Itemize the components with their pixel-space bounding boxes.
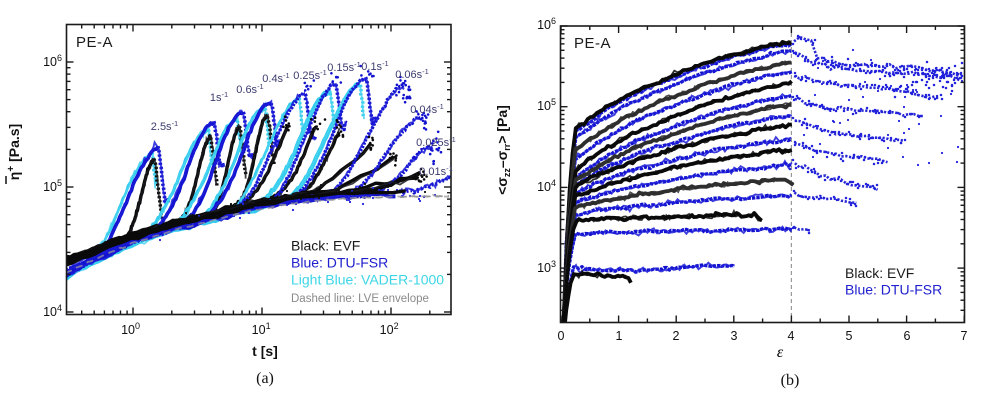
svg-text:0: 0 xyxy=(558,329,565,343)
svg-text:0.25s-1: 0.25s-1 xyxy=(293,68,327,82)
svg-text:0.025s-1: 0.025s-1 xyxy=(416,135,456,149)
svg-text:ε: ε xyxy=(777,344,784,361)
svg-text:0.6s-1: 0.6s-1 xyxy=(236,82,263,96)
svg-text:PE-A: PE-A xyxy=(574,35,611,52)
svg-text:0.01s-1: 0.01s-1 xyxy=(419,164,453,178)
svg-text:Dashed line: LVE envelope: Dashed line: LVE envelope xyxy=(291,293,429,305)
svg-text:3: 3 xyxy=(731,329,738,343)
svg-text:Blue: DTU-FSR: Blue: DTU-FSR xyxy=(845,282,942,298)
svg-text:1: 1 xyxy=(616,329,623,343)
svg-text:5: 5 xyxy=(846,329,853,343)
svg-text:Blue: DTU-FSR: Blue: DTU-FSR xyxy=(291,255,388,271)
svg-text:0.06s-1: 0.06s-1 xyxy=(395,67,429,81)
svg-text:Black: EVF: Black: EVF xyxy=(291,238,360,254)
svg-text:7: 7 xyxy=(961,329,968,343)
svg-text:6: 6 xyxy=(904,329,911,343)
svg-text:(a): (a) xyxy=(256,370,274,387)
svg-text:t [s]: t [s] xyxy=(252,343,278,359)
svg-text:η+ [Pa.s]: η+ [Pa.s] xyxy=(6,124,22,180)
svg-text:0.4s-1: 0.4s-1 xyxy=(262,71,289,85)
svg-text:(b): (b) xyxy=(781,372,800,389)
svg-text:0.15s-1: 0.15s-1 xyxy=(327,60,361,74)
svg-text:PE-A: PE-A xyxy=(76,34,113,51)
svg-text:2.5s-1: 2.5s-1 xyxy=(151,119,178,133)
svg-text:Black: EVF: Black: EVF xyxy=(845,265,914,281)
svg-text:2: 2 xyxy=(673,329,680,343)
svg-text:Light Blue: VADER-1000: Light Blue: VADER-1000 xyxy=(291,272,444,288)
svg-text:0.04s-1: 0.04s-1 xyxy=(410,102,444,116)
svg-text:4: 4 xyxy=(788,329,795,343)
svg-text:0.1s-1: 0.1s-1 xyxy=(361,59,388,73)
